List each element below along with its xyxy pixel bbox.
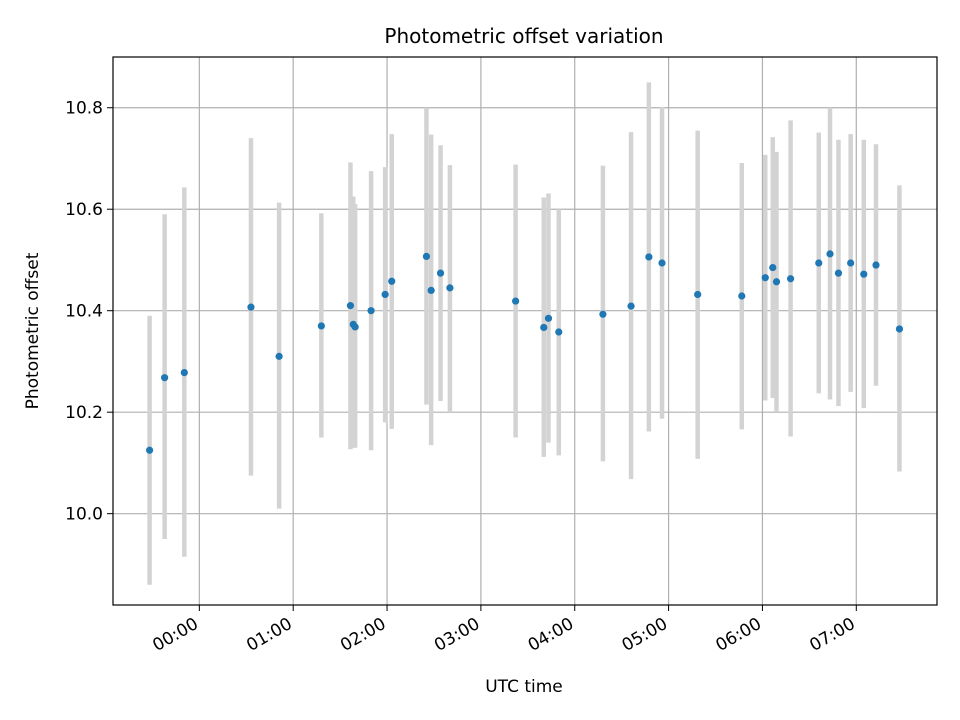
x-axis-title: UTC time	[485, 677, 563, 697]
data-point	[367, 307, 375, 315]
y-tick-label: 10.2	[65, 403, 103, 423]
data-point	[351, 323, 359, 331]
y-tick-label: 10.8	[65, 99, 103, 119]
data-point	[427, 286, 435, 295]
data-point	[512, 297, 520, 305]
data-points	[146, 250, 904, 454]
data-point	[694, 290, 702, 299]
chart-title: Photometric offset variation	[384, 24, 663, 48]
data-point	[346, 302, 355, 310]
data-point	[761, 274, 769, 282]
data-point	[275, 352, 283, 360]
data-point	[658, 259, 666, 267]
data-point	[146, 446, 154, 454]
data-point	[860, 270, 868, 278]
data-point	[436, 269, 445, 277]
data-point	[895, 325, 904, 333]
data-point	[540, 323, 548, 332]
y-tick-label: 10.6	[65, 200, 103, 220]
data-point	[317, 322, 325, 330]
data-point	[847, 259, 855, 267]
data-point	[544, 314, 553, 322]
data-point	[555, 328, 563, 336]
data-point	[738, 292, 746, 300]
y-axis-title: Photometric offset	[23, 252, 43, 409]
y-axis-ticks: 10.0 10.2 10.4 10.6 10.8	[65, 99, 113, 525]
data-point	[769, 263, 777, 272]
data-point	[772, 278, 781, 286]
data-point	[627, 302, 635, 310]
data-point	[247, 303, 255, 311]
data-point	[826, 250, 834, 258]
plot-frame	[112, 56, 938, 606]
data-point	[180, 369, 188, 377]
data-point	[446, 284, 454, 292]
data-point	[834, 269, 843, 277]
data-point	[161, 374, 169, 382]
data-point	[645, 253, 653, 261]
data-point	[815, 259, 823, 267]
y-tick-label: 10.4	[65, 302, 103, 322]
data-point	[388, 277, 396, 285]
data-point	[786, 275, 795, 283]
y-tick-label: 10.0	[65, 505, 103, 525]
data-point	[872, 261, 880, 269]
data-point	[599, 310, 607, 318]
data-point	[422, 252, 431, 261]
data-point	[381, 290, 389, 299]
